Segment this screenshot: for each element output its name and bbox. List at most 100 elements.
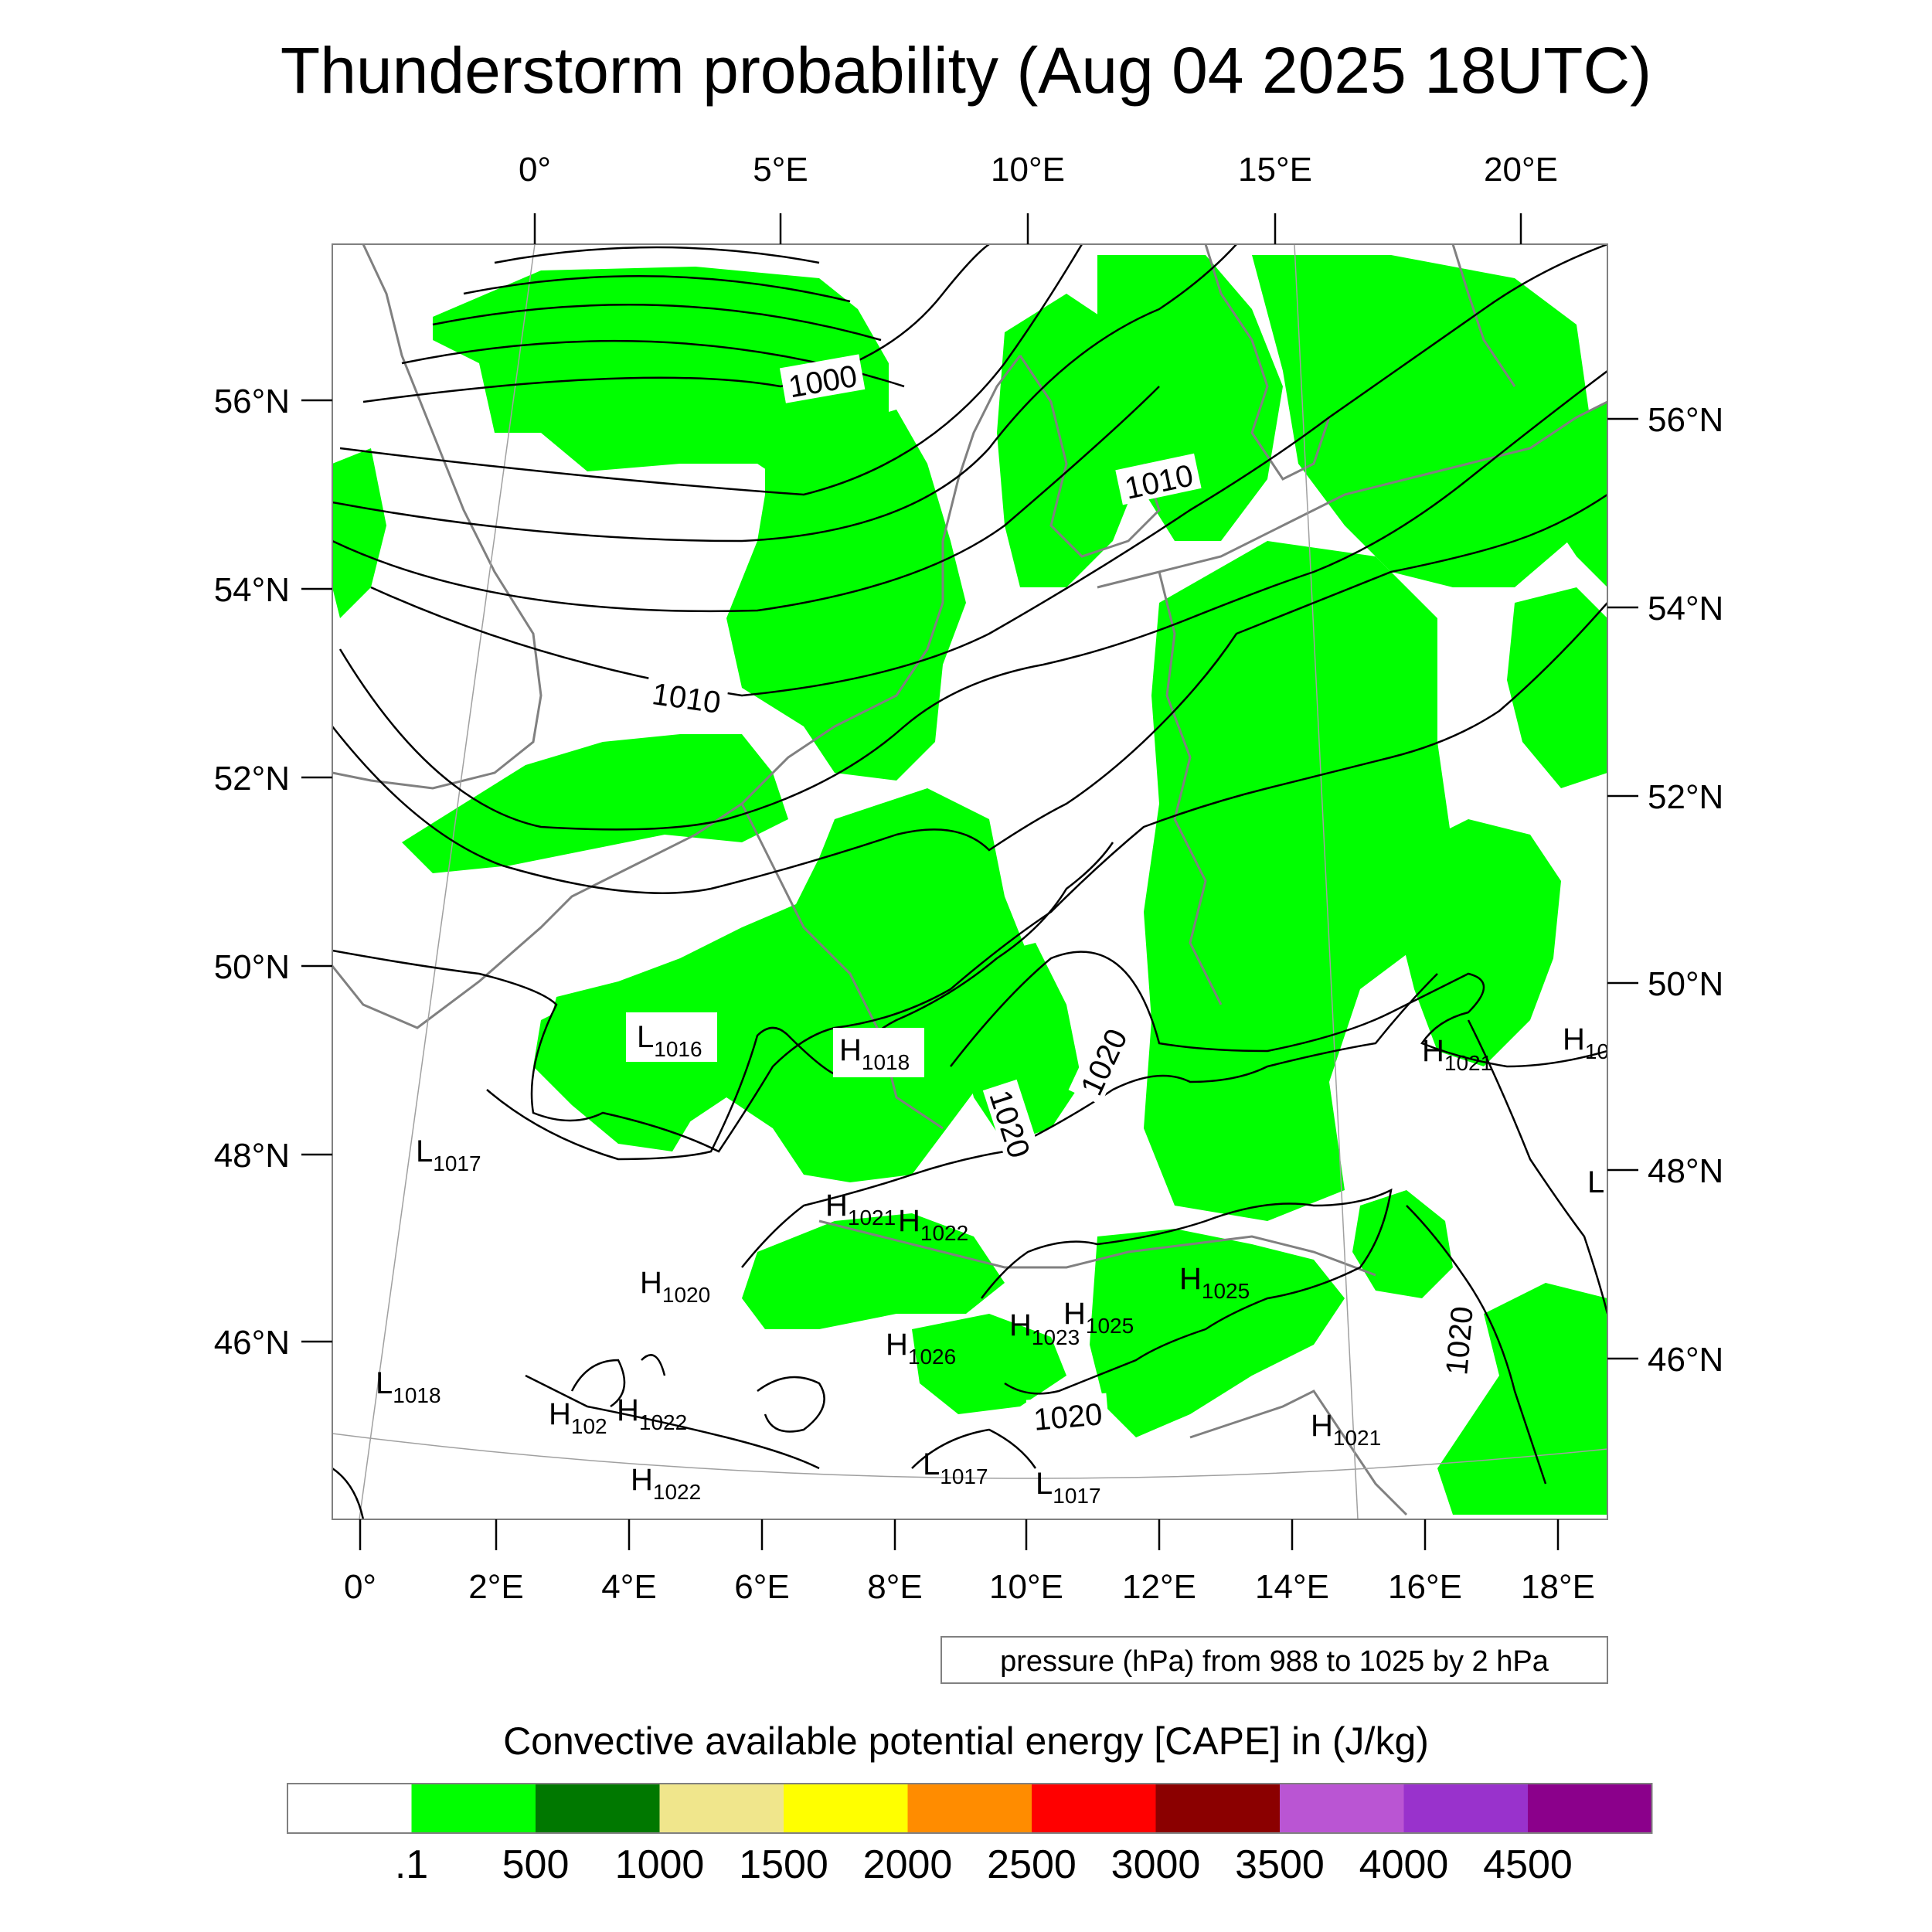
border-sweden-east bbox=[1451, 244, 1516, 387]
cape-region-denmark bbox=[997, 294, 1144, 587]
pressure-center-value: 1026 bbox=[908, 1345, 956, 1369]
isobar-label-bg bbox=[1068, 1017, 1135, 1105]
contour-info-text: pressure (hPa) from 988 to 1025 by 2 hPa bbox=[1000, 1645, 1549, 1678]
isobar-1016 bbox=[486, 842, 1114, 1161]
tick-label-bottom: 0° bbox=[344, 1568, 376, 1606]
map-plot-area: 1000 1010 1010 1020 1020 1020 bbox=[332, 243, 1609, 1520]
tick-label-left: 52°N bbox=[214, 760, 290, 798]
pressure-center-label: H1022 bbox=[631, 1463, 701, 1504]
bottom-longitude-labels: 0° 2°E 4°E 6°E 8°E 10°E 12°E 14°E 16°E 1… bbox=[344, 1568, 1595, 1606]
left-latitude-labels: 56°N 54°N 52°N 50°N 48°N 46°N bbox=[214, 383, 290, 1362]
pressure-center-label: H1026 bbox=[886, 1328, 956, 1369]
pressure-center-value: 1016 bbox=[654, 1037, 702, 1061]
cape-region-far-east-north bbox=[1507, 587, 1607, 788]
isobar-south-4 bbox=[641, 1354, 666, 1376]
pressure-center-letter: H bbox=[1009, 1308, 1032, 1342]
colorbar-label: 4000 bbox=[1359, 1842, 1449, 1887]
pressure-center-label: H1022 bbox=[617, 1393, 687, 1434]
tick-label-top: 0° bbox=[519, 151, 551, 189]
cape-region-czech bbox=[1399, 819, 1561, 1066]
tick-label-bottom: 12°E bbox=[1122, 1568, 1196, 1606]
isobar-top-2 bbox=[463, 275, 851, 303]
isobar-1020-alps bbox=[981, 1188, 1393, 1395]
pressure-center-label: H1025 bbox=[1179, 1262, 1250, 1303]
colorbar-swatch bbox=[1155, 1784, 1280, 1833]
cape-region-south-central bbox=[912, 1314, 1066, 1414]
isobar-1014 bbox=[332, 602, 1607, 1153]
pressure-center-value: 1022 bbox=[920, 1221, 968, 1245]
colorbar-swatch bbox=[1528, 1784, 1652, 1833]
pressure-center-letter: H bbox=[898, 1204, 920, 1238]
pressure-center-value: 1022 bbox=[639, 1410, 687, 1434]
tick-label-right: 56°N bbox=[1648, 401, 1723, 439]
pressure-center-letter: H bbox=[1063, 1297, 1086, 1331]
tick-label-bottom: 6°E bbox=[734, 1568, 789, 1606]
pressure-center-letter: H bbox=[617, 1393, 639, 1427]
coastlines-borders bbox=[332, 244, 1607, 1516]
isobar-west-edge bbox=[332, 1467, 365, 1519]
pressure-center-letter: H bbox=[886, 1328, 908, 1362]
isobar-label-bg bbox=[982, 1079, 1042, 1168]
graticule bbox=[332, 244, 1607, 1519]
pressure-center-value: 1025 bbox=[1202, 1279, 1250, 1303]
pressure-center-value: 102 bbox=[571, 1414, 607, 1438]
tick-label-top: 10°E bbox=[991, 151, 1065, 189]
pressure-center-value: 1023 bbox=[1032, 1325, 1080, 1349]
pressure-center-letter: H bbox=[1179, 1262, 1202, 1296]
cape-region-channel bbox=[402, 734, 788, 873]
pressure-center-value: 1018 bbox=[393, 1383, 440, 1407]
tick-label-left: 46°N bbox=[214, 1324, 290, 1362]
cape-region-baltic bbox=[1252, 255, 1592, 587]
pressure-center-value: 1020 bbox=[662, 1283, 710, 1307]
tick-label-bottom: 10°E bbox=[989, 1568, 1063, 1606]
pressure-center-label: L bbox=[1587, 1165, 1604, 1199]
coastline-denmark bbox=[1019, 355, 1161, 558]
tick-label-bottom: 16°E bbox=[1388, 1568, 1462, 1606]
pressure-center-value: 1018 bbox=[862, 1050, 910, 1074]
cape-region-netherlands-north bbox=[726, 410, 966, 781]
isobar-top-1 bbox=[494, 246, 820, 264]
pressure-center-value: 10 bbox=[1585, 1039, 1609, 1063]
tick-label-left: 54°N bbox=[214, 571, 290, 609]
pressure-center-label: H10 bbox=[1563, 1022, 1609, 1063]
colorbar-title: Convective available potential energy [C… bbox=[503, 1719, 1429, 1763]
colorbar-swatch bbox=[1403, 1784, 1528, 1833]
pressure-center-letter: H bbox=[1563, 1022, 1585, 1056]
cape-region-alps-east bbox=[1090, 1229, 1345, 1437]
tick-label-bottom: 8°E bbox=[867, 1568, 922, 1606]
pressure-center-value: 1021 bbox=[848, 1206, 896, 1230]
pressure-center-letter: L bbox=[376, 1366, 393, 1400]
colorbar-label: 2500 bbox=[987, 1842, 1077, 1887]
colorbar-labels: .1 500 1000 1500 2000 2500 3000 3500 400… bbox=[395, 1842, 1573, 1887]
colorbar-swatch bbox=[287, 1784, 412, 1833]
pressure-center-label: L1017 bbox=[923, 1447, 988, 1488]
pressure-center-letter: L bbox=[1587, 1165, 1604, 1199]
tick-label-left: 48°N bbox=[214, 1137, 290, 1175]
cape-region-north-sea bbox=[433, 267, 889, 495]
coastline-britain bbox=[332, 244, 543, 790]
pressure-center-letter: L bbox=[637, 1020, 654, 1054]
pressure-center-label: L1018 bbox=[376, 1366, 441, 1407]
colorbar-swatch bbox=[659, 1784, 784, 1833]
pressure-center-letter: H bbox=[1311, 1409, 1333, 1443]
colorbar-label: 1000 bbox=[615, 1842, 705, 1887]
pressure-center-letter: H bbox=[640, 1266, 662, 1300]
meridian-0 bbox=[359, 244, 536, 1519]
pressure-center-value: 1017 bbox=[433, 1151, 481, 1175]
cape-region-poland bbox=[1144, 541, 1453, 1221]
isobar-south-3 bbox=[570, 1359, 626, 1408]
colorbar-label: 3500 bbox=[1235, 1842, 1325, 1887]
colorbar bbox=[287, 1783, 1653, 1834]
isobar-label: 1020 bbox=[1032, 1397, 1104, 1437]
isobar-1002 bbox=[339, 244, 1083, 496]
tick-label-left: 56°N bbox=[214, 383, 290, 420]
pressure-center-label: H1021 bbox=[1311, 1409, 1381, 1450]
pressure-center-bg bbox=[833, 1028, 924, 1077]
pressure-center-label: H1021 bbox=[825, 1189, 896, 1230]
right-latitude-labels: 56°N 54°N 52°N 50°N 48°N 46°N bbox=[1648, 401, 1723, 1379]
tick-label-right: 54°N bbox=[1648, 590, 1723, 628]
contour-info-frame bbox=[940, 1636, 1608, 1684]
isobar-south-5 bbox=[757, 1376, 825, 1433]
pressure-center-label: L1017 bbox=[1036, 1467, 1101, 1508]
pressure-center-value: 1021 bbox=[1444, 1051, 1492, 1075]
